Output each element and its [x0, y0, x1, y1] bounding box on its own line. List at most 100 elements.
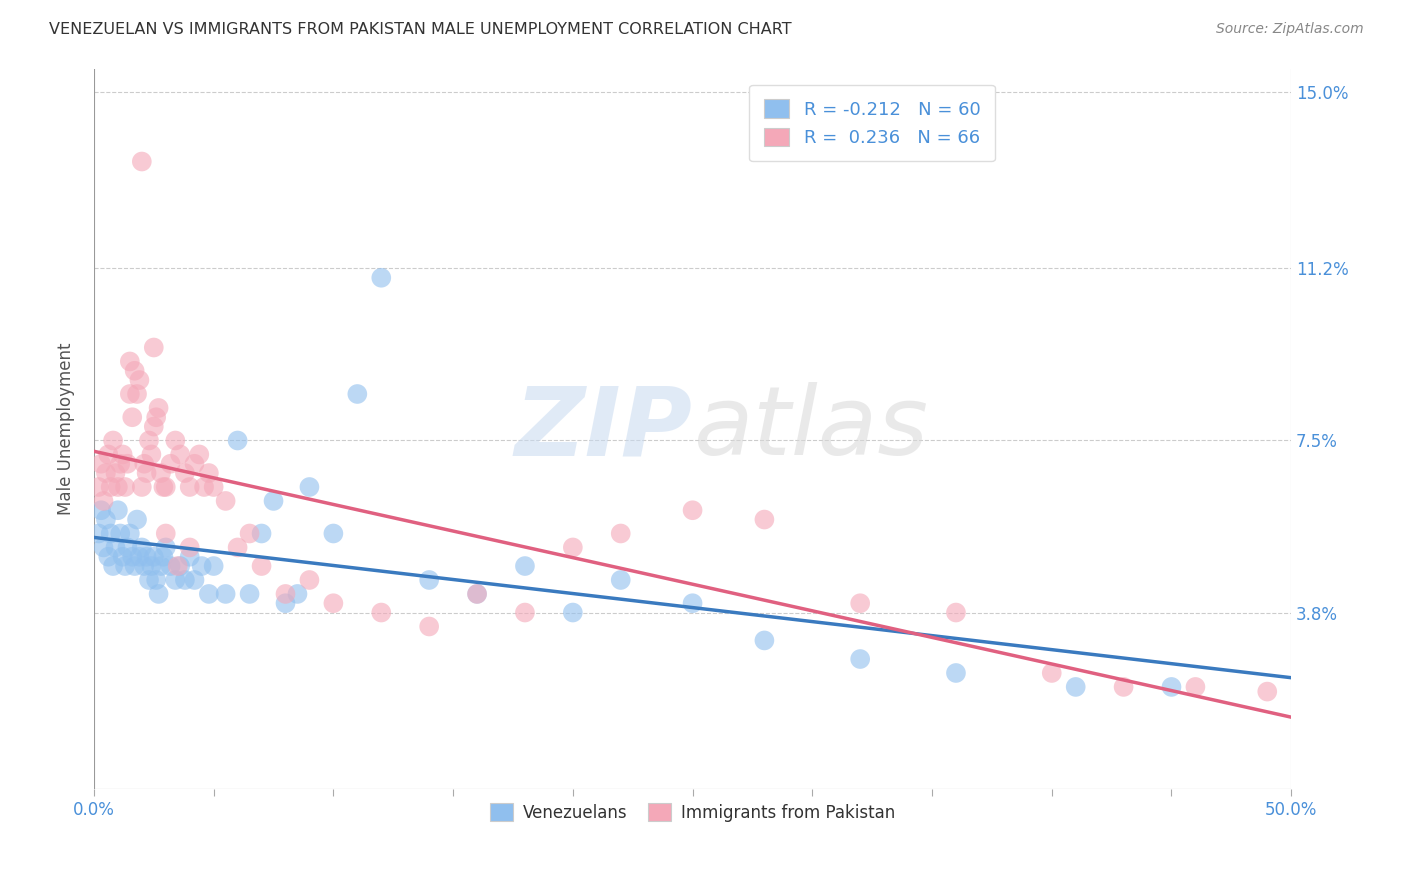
Point: [142, 341, 165, 355]
Point: [118, 387, 141, 401]
Point: [609, 526, 631, 541]
Point: [1040, 665, 1063, 680]
Point: [465, 587, 488, 601]
Point: [561, 541, 583, 555]
Point: [370, 606, 392, 620]
Point: [165, 434, 187, 448]
Point: [849, 652, 872, 666]
Point: [121, 549, 143, 564]
Point: [101, 434, 124, 448]
Point: [149, 466, 172, 480]
Point: [945, 606, 967, 620]
Point: [239, 526, 262, 541]
Point: [87, 526, 110, 541]
Point: [513, 559, 536, 574]
Point: [124, 559, 146, 574]
Point: [142, 549, 165, 564]
Point: [121, 410, 143, 425]
Point: [250, 559, 273, 574]
Point: [754, 512, 776, 526]
Point: [149, 559, 172, 574]
Point: [190, 559, 212, 574]
Point: [107, 480, 129, 494]
Point: [1256, 684, 1278, 698]
Point: [138, 573, 160, 587]
Point: [274, 596, 297, 610]
Point: [155, 480, 177, 494]
Point: [152, 480, 174, 494]
Point: [183, 573, 205, 587]
Point: [287, 587, 309, 601]
Point: [118, 526, 141, 541]
Point: [322, 526, 344, 541]
Point: [682, 596, 704, 610]
Point: [148, 587, 170, 601]
Point: [561, 606, 583, 620]
Point: [159, 559, 181, 574]
Point: [152, 549, 174, 564]
Point: [179, 541, 201, 555]
Point: [124, 364, 146, 378]
Legend: Venezuelans, Immigrants from Pakistan: Venezuelans, Immigrants from Pakistan: [477, 790, 908, 835]
Point: [141, 559, 163, 574]
Point: [117, 541, 139, 555]
Point: [849, 596, 872, 610]
Point: [110, 526, 132, 541]
Text: ZIP: ZIP: [515, 383, 693, 475]
Point: [198, 466, 221, 480]
Point: [111, 447, 134, 461]
Text: atlas: atlas: [693, 383, 928, 475]
Point: [114, 480, 136, 494]
Point: [128, 549, 150, 564]
Point: [226, 434, 249, 448]
Point: [174, 573, 197, 587]
Point: [90, 503, 112, 517]
Point: [682, 503, 704, 517]
Point: [131, 480, 153, 494]
Point: [179, 549, 201, 564]
Point: [298, 573, 321, 587]
Point: [183, 457, 205, 471]
Point: [131, 154, 153, 169]
Point: [239, 587, 262, 601]
Point: [174, 466, 197, 480]
Point: [165, 573, 187, 587]
Point: [138, 434, 160, 448]
Point: [107, 503, 129, 517]
Point: [274, 587, 297, 601]
Point: [128, 373, 150, 387]
Point: [141, 447, 163, 461]
Point: [114, 559, 136, 574]
Point: [322, 596, 344, 610]
Point: [609, 573, 631, 587]
Point: [418, 573, 440, 587]
Point: [179, 480, 201, 494]
Point: [110, 457, 132, 471]
Point: [263, 494, 285, 508]
Point: [155, 526, 177, 541]
Point: [148, 401, 170, 415]
Point: [1184, 680, 1206, 694]
Point: [1064, 680, 1087, 694]
Point: [202, 559, 225, 574]
Point: [370, 270, 392, 285]
Point: [145, 573, 167, 587]
Point: [100, 526, 122, 541]
Point: [754, 633, 776, 648]
Point: [142, 419, 165, 434]
Point: [125, 387, 148, 401]
Point: [94, 466, 117, 480]
Point: [97, 549, 120, 564]
Point: [298, 480, 321, 494]
Point: [135, 549, 157, 564]
Text: Source: ZipAtlas.com: Source: ZipAtlas.com: [1216, 22, 1364, 37]
Point: [97, 447, 120, 461]
Point: [134, 457, 156, 471]
Point: [93, 494, 115, 508]
Point: [169, 559, 191, 574]
Point: [111, 549, 134, 564]
Point: [513, 606, 536, 620]
Point: [117, 457, 139, 471]
Point: [214, 587, 236, 601]
Point: [188, 447, 211, 461]
